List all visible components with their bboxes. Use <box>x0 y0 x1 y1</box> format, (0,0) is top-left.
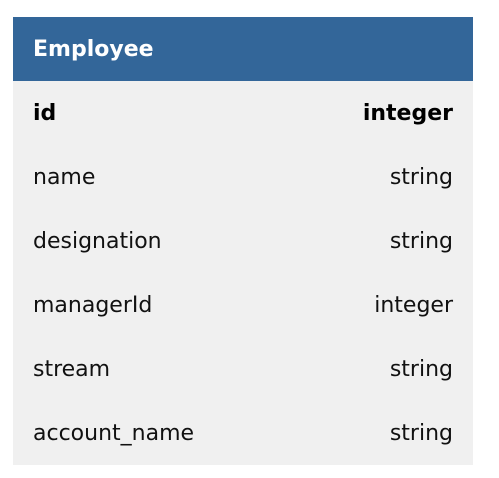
field-type: integer <box>374 292 453 318</box>
field-row-name: name string <box>13 145 473 209</box>
field-type: string <box>389 356 453 382</box>
field-name: designation <box>33 228 162 254</box>
field-row-designation: designation string <box>13 209 473 273</box>
field-name: account_name <box>33 420 195 446</box>
field-type: string <box>389 164 453 190</box>
field-type: string <box>389 228 453 254</box>
field-row-account-name: account_name string <box>13 401 473 465</box>
field-name: name <box>33 164 96 190</box>
field-row-managerid: managerId integer <box>13 273 473 337</box>
field-row-stream: stream string <box>13 337 473 401</box>
field-row-id: id integer <box>13 81 473 145</box>
field-type: string <box>389 420 453 446</box>
entity-title: Employee <box>33 36 154 62</box>
entity-header: Employee <box>13 17 473 81</box>
field-name: id <box>33 100 57 126</box>
entity-employee: Employee id integer name string designat… <box>13 17 473 465</box>
field-name: managerId <box>33 292 153 318</box>
field-type: integer <box>362 100 453 126</box>
field-name: stream <box>33 356 111 382</box>
